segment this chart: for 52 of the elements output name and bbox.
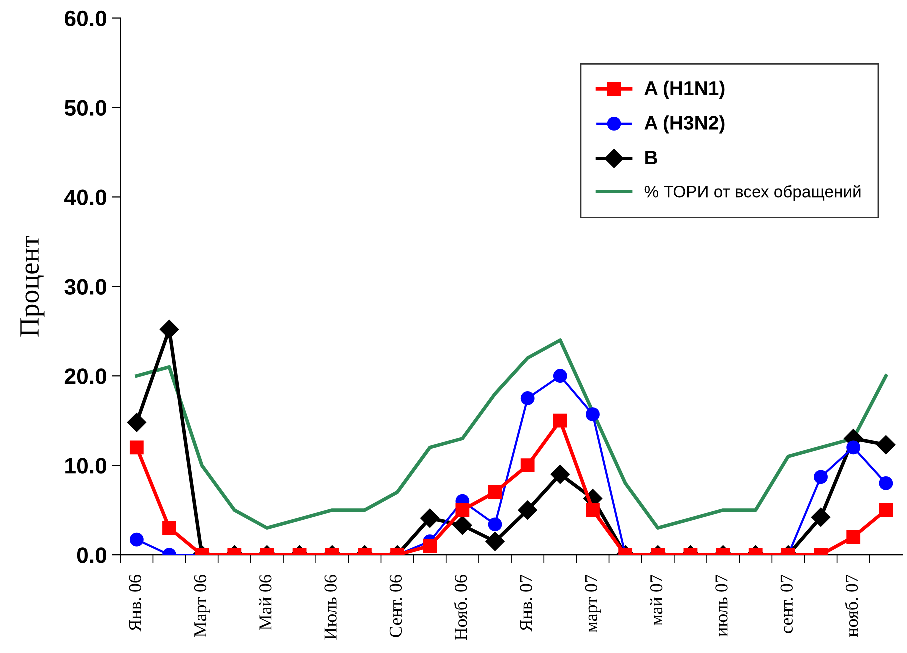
y-tick-label: 20.0 (64, 368, 107, 384)
y-tick-label: 40.0 (64, 190, 107, 206)
point (162, 521, 176, 536)
point (456, 503, 470, 518)
point (453, 516, 472, 536)
point (586, 408, 600, 422)
point (488, 518, 502, 532)
point (553, 414, 568, 428)
line-series (135, 338, 888, 530)
point (846, 440, 861, 455)
legend-label: % ТОРИ от всех обращений (644, 185, 861, 202)
x-tick-label: июль 07 (716, 575, 728, 637)
point (846, 530, 861, 544)
point (420, 508, 440, 528)
point (520, 392, 535, 406)
x-tick-label: нояб. 07 (845, 575, 858, 638)
point (423, 539, 438, 554)
point (488, 485, 502, 500)
x-tick-label: Янв. 07 (520, 575, 532, 632)
y-tick-label: 10.0 (66, 458, 107, 474)
x-tick-label: Март 06 (194, 575, 210, 638)
x-tick-label: Июль 06 (324, 575, 337, 640)
point (518, 500, 538, 520)
x-tick-label: май 07 (650, 575, 663, 626)
point (127, 413, 146, 432)
point (814, 470, 828, 484)
x-tick-label: Янв. 06 (129, 575, 142, 632)
point (586, 503, 600, 518)
point (811, 508, 831, 528)
point (553, 369, 568, 384)
point (520, 458, 535, 473)
legend-label: B (646, 151, 658, 165)
point (879, 503, 894, 518)
point (486, 532, 505, 552)
point (879, 476, 894, 490)
point (130, 532, 144, 547)
y-tick-label: 60.0 (65, 10, 107, 27)
x-tick-label: Май 06 (259, 575, 272, 630)
x-tick-label: март 07 (585, 575, 602, 633)
x-tick-label: Сент. 06 (390, 575, 402, 638)
legend-label: A (H3N2) (644, 116, 725, 134)
legend-label: A (H1N1) (644, 80, 725, 99)
point (550, 465, 570, 484)
point (130, 440, 144, 455)
point (876, 435, 896, 455)
y-tick-label: 50.0 (64, 100, 107, 116)
y-axis-title: Процент (20, 236, 45, 337)
y-tick-label: 0.0 (77, 548, 107, 564)
y-tick-label: 30.0 (64, 279, 107, 295)
x-tick-label: сент. 07 (780, 575, 794, 634)
x-tick-label: Нояб. 06 (454, 575, 468, 640)
point (160, 320, 180, 340)
